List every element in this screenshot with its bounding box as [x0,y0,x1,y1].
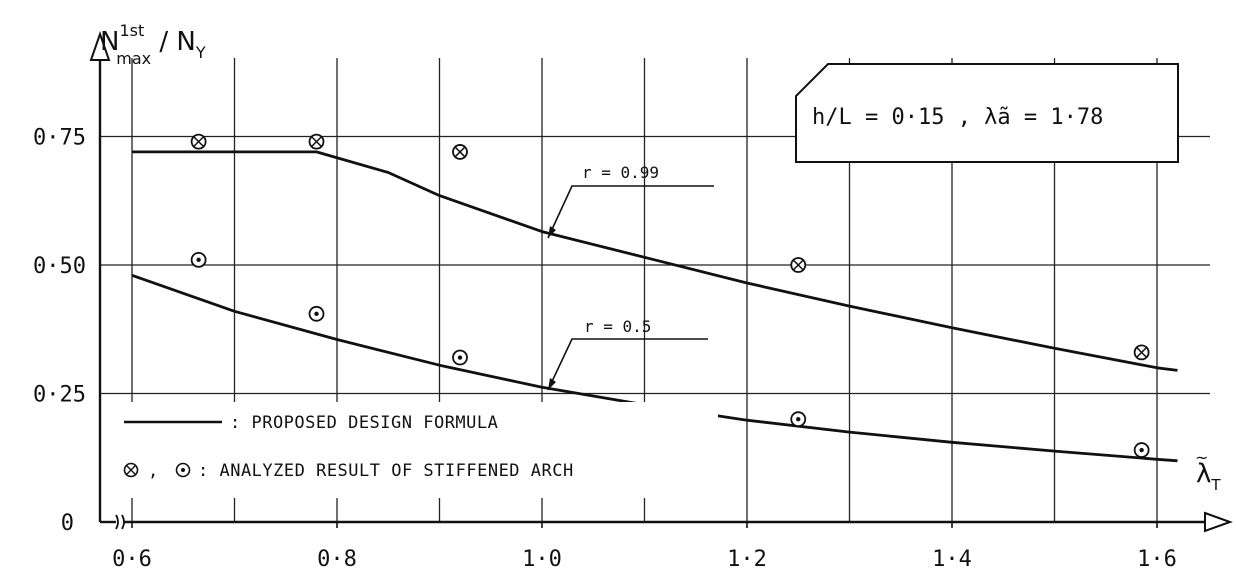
label-r099: r = 0.99 [547,163,714,239]
marker-dot [796,417,801,422]
x-tick-label: 1·4 [932,547,972,572]
x-axis-title: λT [1196,459,1221,494]
legend-crossed-circle-icon [123,462,139,478]
parameter-box: h/L = 0·15 , λ̃a = 1·78 [795,63,1179,163]
data-point-crossed-circle [308,133,325,150]
x-tick-label: 1·0 [522,547,562,572]
marker-dot [457,355,463,360]
y-tick-label: 0·50 [33,254,86,279]
marker-dot [196,257,201,263]
y-tick-label: 0·25 [33,383,86,408]
x-tick-label: 0·8 [317,547,357,572]
tick-labels: 0·6 0·8 1·0 1·2 1·4 1·6 0 0·25 0·50 0·75 [33,126,1177,573]
legend-entry-design-formula: : PROPOSED DESIGN FORMULA [230,413,498,433]
y-axis-arrow-icon [89,30,111,61]
data-point-crossed-circle [1133,344,1150,361]
axes [89,30,1233,533]
x-tick-label: 1·2 [727,547,767,572]
legend-dotted-circle-icon [175,462,191,478]
y-tick-label: 0 [61,511,74,536]
points [190,133,1150,458]
legend: : PROPOSED DESIGN FORMULA , : ANALYZED R… [118,402,718,498]
x-axis-arrow-icon [1204,511,1233,533]
axis-break-icon [115,514,125,530]
marker-cross [310,136,323,148]
x-axis-tilde-icon: ~ [1195,448,1208,467]
parameter-box-text: h/L = 0·15 , λ̃a = 1·78 [812,105,1103,130]
y-tick-label: 0·75 [33,126,86,151]
data-point-dotted-circle [1133,442,1150,458]
data-point-crossed-circle [452,144,468,160]
x-tick-label: 1·6 [1137,547,1177,572]
marker-cross [792,259,804,271]
data-point-crossed-circle [790,257,807,273]
data-point-dotted-circle [790,411,807,428]
data-point-crossed-circle [190,133,207,150]
marker-dot [1139,447,1144,453]
marker-dot [314,311,319,317]
marker-cross [454,146,466,158]
y-axis-title: N1st max / NY [100,21,206,68]
label-r099-text: r = 0.99 [582,163,659,182]
legend-comma: , [148,461,159,481]
legend-entry-analyzed-result: : ANALYZED RESULT OF STIFFENED ARCH [198,461,574,481]
data-point-dotted-circle [308,305,325,322]
marker-cross [193,136,205,148]
label-r05: r = 0.5 [547,317,708,391]
data-point-dotted-circle [452,349,468,366]
series-line-r099 [132,150,1178,372]
marker-cross [1136,346,1148,358]
label-r05-text: r = 0.5 [584,317,651,336]
data-point-dotted-circle [190,251,207,268]
x-tick-label: 0·6 [112,547,152,572]
